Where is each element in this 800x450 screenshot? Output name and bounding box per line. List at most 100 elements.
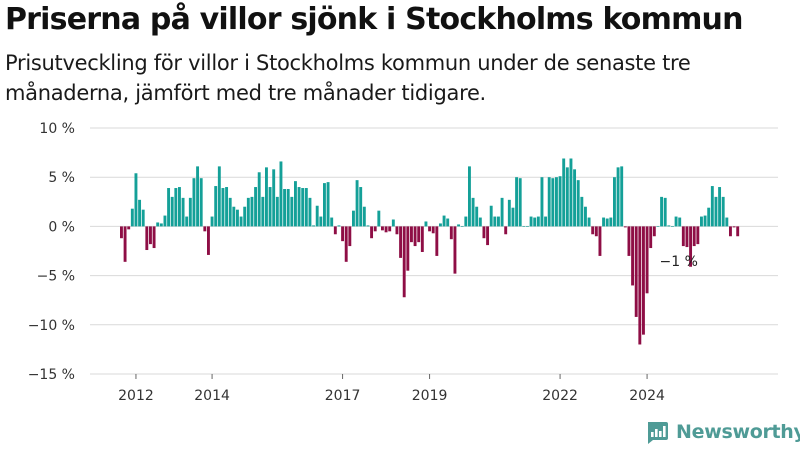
bar	[373, 226, 377, 232]
bar	[174, 188, 178, 227]
bar	[736, 226, 740, 237]
bar	[729, 226, 732, 237]
bar	[497, 216, 500, 227]
y-tick-label: 0 %	[48, 219, 75, 235]
bar	[228, 197, 232, 227]
bar	[573, 169, 577, 227]
bar	[159, 223, 163, 227]
y-tick-label: 10 %	[39, 121, 75, 137]
bar	[301, 188, 305, 227]
bar	[181, 197, 185, 227]
bar	[326, 182, 330, 227]
y-tick-label: 5 %	[48, 170, 75, 186]
bar	[384, 226, 388, 233]
bar	[391, 219, 395, 227]
bar	[540, 177, 544, 227]
bar	[417, 226, 421, 243]
bar	[435, 226, 439, 256]
bar	[134, 173, 138, 227]
bar	[551, 178, 555, 227]
bar	[225, 187, 229, 227]
bar	[671, 226, 674, 227]
bar	[453, 226, 457, 274]
bar	[257, 172, 261, 227]
bar	[279, 161, 283, 227]
bar	[323, 183, 326, 227]
x-tick-label: 2019	[412, 388, 448, 404]
bar	[569, 158, 573, 227]
last-value-annotation: −1 %	[660, 254, 698, 270]
bar	[504, 226, 508, 235]
bar	[685, 226, 689, 248]
bar	[710, 186, 714, 227]
bar	[547, 177, 551, 227]
bar	[149, 226, 152, 245]
bar	[507, 199, 511, 227]
bar	[529, 216, 533, 227]
y-tick-label: −15 %	[28, 367, 75, 383]
bar	[605, 218, 609, 227]
bar	[319, 216, 323, 227]
bar	[163, 215, 167, 227]
bar	[565, 167, 569, 227]
bar	[613, 177, 616, 227]
bar	[370, 226, 374, 239]
bar	[221, 188, 225, 227]
bar	[562, 158, 566, 227]
bar	[460, 226, 464, 227]
newsworthy-logo: Newsworthy	[645, 420, 800, 444]
bar	[602, 217, 606, 227]
bar	[130, 208, 134, 227]
bar	[667, 225, 671, 227]
bar	[413, 226, 417, 247]
bar	[424, 221, 428, 227]
bar	[449, 226, 453, 240]
bar	[199, 178, 203, 227]
bar	[352, 210, 355, 227]
bar	[402, 226, 406, 298]
bar	[533, 217, 537, 227]
bar	[254, 187, 258, 227]
bar	[544, 216, 548, 227]
y-tick-label: −10 %	[28, 318, 75, 334]
bar	[315, 205, 319, 227]
bar	[555, 177, 558, 227]
bar	[714, 196, 718, 227]
bar	[649, 226, 653, 249]
bar	[239, 216, 243, 227]
bar	[141, 209, 145, 227]
bar	[518, 178, 522, 227]
bar	[511, 207, 515, 227]
bar	[388, 226, 392, 232]
bar	[286, 189, 290, 227]
bar	[275, 196, 279, 227]
axis-labels: 10 % 5 % 0 % −5 % −10 % −15 % 2012 2014 2017 2019…	[28, 121, 698, 404]
newsworthy-logo-icon	[648, 422, 668, 444]
bar	[468, 166, 471, 227]
bar	[243, 206, 247, 227]
chart-title: Priserna på villor sjönk i Stockholms ko…	[5, 2, 743, 37]
bar	[246, 197, 250, 227]
bar	[145, 226, 149, 251]
bar	[718, 187, 722, 227]
bar	[464, 216, 468, 227]
bar	[120, 226, 123, 239]
bar	[591, 226, 595, 235]
bar	[584, 206, 587, 227]
x-tick-label: 2017	[325, 388, 361, 404]
bar	[526, 226, 529, 227]
bar	[446, 218, 450, 227]
bar	[594, 226, 598, 237]
bar	[377, 210, 381, 227]
bar	[558, 176, 562, 227]
bar	[355, 180, 359, 227]
bar	[381, 226, 384, 231]
bar	[478, 217, 482, 227]
bar	[290, 196, 294, 227]
bar	[250, 196, 254, 227]
bar	[232, 206, 236, 227]
bar	[587, 217, 591, 227]
bar	[399, 226, 403, 258]
bar	[308, 197, 312, 227]
bar	[265, 167, 268, 227]
